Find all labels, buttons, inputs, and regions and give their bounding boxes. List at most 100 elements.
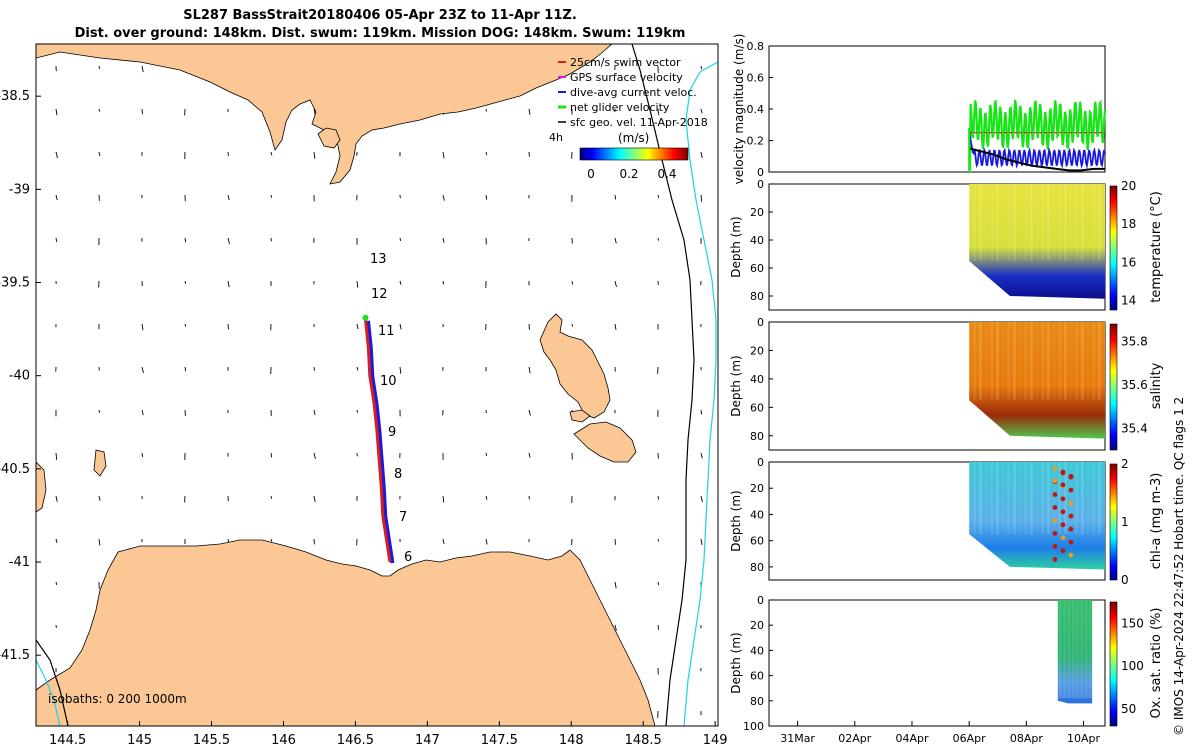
map-legend: 25cm/s swim vector GPS surface velocity … [549, 56, 708, 181]
y-tick-label: 0 [757, 594, 764, 607]
colorbar-label: Ox. sat. ratio (%) [1149, 608, 1164, 719]
track-day-labels: 13 12 11 10 9 8 7 6 [370, 252, 412, 565]
y-tick-label: 40 [750, 234, 764, 247]
y-tick-label: 60 [750, 670, 764, 683]
chla-sample-dot [1068, 473, 1074, 479]
track-map: 144.5 145 145.5 146 146.5 147 147.5 148 148.5 149… [0, 43, 728, 748]
land-victoria [36, 44, 613, 185]
chla-sample-dot [1052, 557, 1058, 562]
current-vector [98, 538, 101, 546]
current-vector [55, 452, 58, 460]
land-small-islands [569, 409, 591, 423]
current-vector [141, 65, 144, 73]
legend-item-dive-avg-current: dive-avg current veloc. [558, 86, 697, 99]
current-vector [700, 65, 703, 70]
land-hunter-island [93, 449, 107, 477]
track-day-label: 10 [380, 374, 397, 389]
section-colorbar [1109, 185, 1118, 311]
current-vector [571, 280, 574, 285]
current-vector [313, 452, 316, 459]
current-vector [657, 624, 660, 630]
colorbar-label: temperature (°C) [1149, 191, 1164, 303]
current-vector [614, 280, 617, 288]
y-tick-label: -41.5 [0, 648, 30, 663]
colorbar-tick-label: 16 [1121, 255, 1136, 269]
colorbar-tick-label: 35.4 [1121, 421, 1148, 435]
chla-sample-dot [1052, 478, 1058, 484]
y-axis-label: Depth (m) [729, 216, 743, 277]
x-tick-label: 147 [415, 733, 440, 748]
track-day-label: 12 [371, 287, 388, 302]
isobath-200m-west [36, 639, 69, 726]
colorbar-tick: 0 [587, 167, 595, 181]
current-vector [141, 323, 144, 331]
isobath-1000m-west [36, 659, 61, 726]
y-tick-label: 60 [750, 535, 764, 548]
track-end-marker [362, 314, 369, 321]
chla-sample-dot [1068, 539, 1074, 545]
legend-label: dive-avg current veloc. [570, 86, 697, 99]
y-tick-label: 20 [750, 619, 764, 632]
colorbar-tick-label: 150 [1121, 616, 1144, 630]
current-vector [98, 108, 101, 112]
colorbar-unit: (m/s) [618, 131, 649, 145]
current-vector [614, 194, 617, 200]
current-vector [356, 280, 359, 288]
series-dive-avg-current [968, 132, 1106, 170]
current-vector [55, 151, 58, 159]
land-king-island [36, 461, 47, 513]
current-vector [270, 538, 273, 542]
colorbar-tick-label: 50 [1121, 702, 1136, 716]
colorbar-tick-label: 100 [1121, 659, 1144, 673]
chla-sample-dot [1052, 466, 1058, 471]
track-day-label: 11 [378, 324, 395, 339]
track-day-label: 6 [404, 550, 412, 565]
y-tick-label: 80 [750, 695, 764, 708]
colorbar-tick-label: 35.6 [1121, 378, 1148, 392]
glider-track [362, 314, 395, 564]
chla-sample-dot [1060, 509, 1066, 515]
legend-item-gps-velocity: GPS surface velocity [558, 71, 683, 84]
current-vector [442, 237, 445, 243]
x-tick-label: 149 [703, 733, 728, 748]
x-tick-label: 146.5 [337, 733, 374, 748]
section-data-fill [1057, 600, 1093, 704]
speed-colorbar [579, 147, 689, 161]
colorbar-tick-label: 18 [1121, 217, 1136, 231]
current-vector [399, 366, 402, 374]
current-vector [98, 495, 101, 501]
current-vector [614, 624, 617, 631]
legend-item-net-glider: net glider velocity [558, 101, 670, 114]
y-tick-label: -40.5 [0, 462, 30, 477]
legend-label: net glider velocity [570, 101, 670, 114]
chla-sample-dot [1052, 505, 1058, 510]
land-phillip-island [317, 127, 341, 149]
colorbar-tick: 0.4 [657, 167, 676, 181]
colorbar-tick-label: 20 [1121, 179, 1136, 193]
current-vector [528, 108, 531, 115]
current-vector [313, 151, 316, 159]
legend-label: sfc geo. vel. 11-Apr-2018 [570, 116, 708, 129]
series-sfc-geo-vel [968, 147, 1105, 172]
current-vector [184, 280, 187, 284]
chla-sample-dot [1068, 487, 1074, 493]
section-panel-frame [768, 599, 1106, 727]
current-vector [227, 280, 230, 288]
swim-vector-track [363, 319, 392, 563]
x-tick-label: 02Apr [838, 732, 872, 745]
y-tick-label: 80 [750, 561, 764, 574]
chart-title-line-2: Dist. over ground: 148km. Dist. swum: 11… [74, 26, 686, 41]
map-frame [35, 43, 719, 727]
track-day-label: 7 [399, 510, 407, 525]
x-tick-label: 148.5 [625, 733, 662, 748]
x-tick-label: 146 [271, 733, 296, 748]
y-axis-label: Depth (m) [729, 355, 743, 416]
current-vector [442, 538, 445, 545]
y-tick-label: 0.2 [747, 135, 765, 148]
current-vector [55, 194, 58, 201]
x-tick-label: 06Apr [953, 732, 987, 745]
x-tick-label: 145 [127, 733, 152, 748]
track-day-label: 8 [394, 467, 402, 482]
